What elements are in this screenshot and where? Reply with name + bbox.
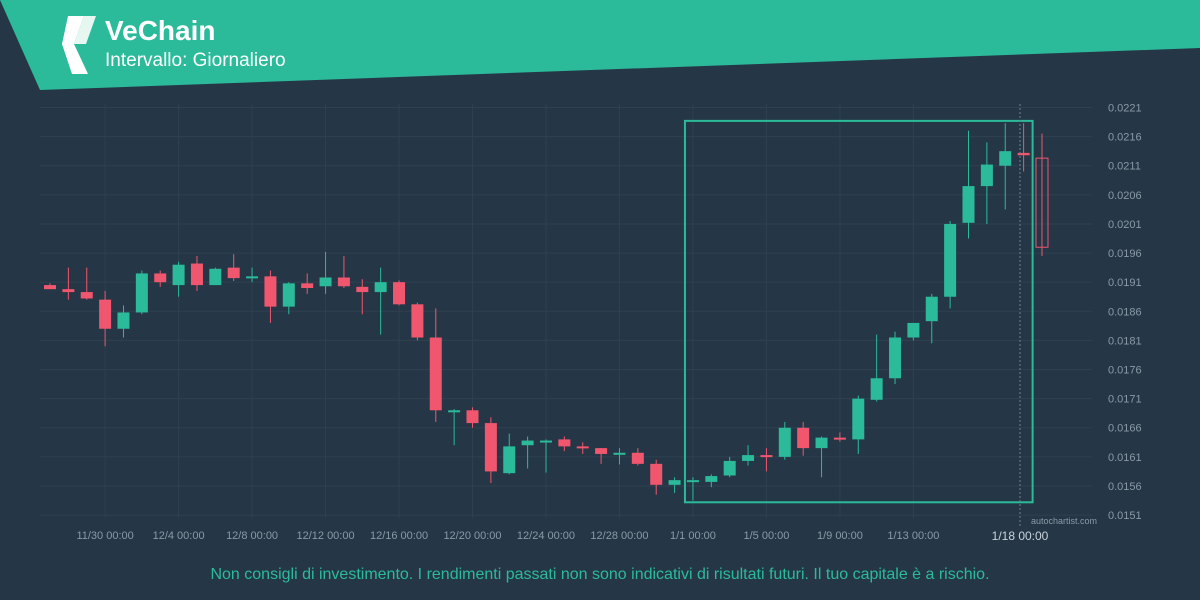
y-tick-label: 0.0161 <box>1108 452 1142 464</box>
x-tick-label: 12/4 00:00 <box>153 530 205 542</box>
candle-body <box>135 273 148 313</box>
y-tick-label: 0.0191 <box>1108 277 1142 289</box>
candle-body <box>337 277 350 287</box>
candle-body <box>595 448 608 454</box>
y-tick-label: 0.0151 <box>1108 510 1142 522</box>
candle-body <box>154 273 167 283</box>
candle-body <box>356 286 369 293</box>
overlay-layer <box>683 104 1034 526</box>
candle-body <box>907 322 920 338</box>
candle-body <box>833 437 846 440</box>
x-tick-label: 1/9 00:00 <box>817 530 863 542</box>
x-tick-label: 1/5 00:00 <box>743 530 789 542</box>
pattern-box <box>683 119 1034 504</box>
candle-body <box>44 285 56 290</box>
candle-body <box>393 282 406 305</box>
candle-body <box>668 480 681 485</box>
candle-body <box>1035 157 1049 248</box>
y-tick-label: 0.0206 <box>1108 190 1142 202</box>
candle-body <box>870 378 883 400</box>
candle-body <box>980 164 993 187</box>
page-title: VeChain <box>105 15 216 46</box>
candle-body <box>411 304 424 338</box>
candle-body <box>448 410 461 413</box>
y-tick-label: 0.0176 <box>1108 365 1142 377</box>
y-tick-label: 0.0186 <box>1108 306 1142 318</box>
interval-subtitle: Intervallo: Giornaliero <box>105 50 286 71</box>
candle-body <box>99 299 112 329</box>
candle-body <box>705 476 718 482</box>
candle-body <box>999 151 1012 166</box>
x-tick-label: 12/20 00:00 <box>443 530 501 542</box>
candle-body <box>650 463 663 485</box>
y-tick-label: 0.0216 <box>1108 132 1142 144</box>
candle-layer <box>44 123 1049 501</box>
candle-body <box>742 455 755 461</box>
vechain-logo-icon <box>62 16 96 74</box>
candle-body <box>925 296 938 322</box>
candle-body <box>558 439 571 447</box>
header-banner <box>0 0 1200 90</box>
x-tick-label: 12/8 00:00 <box>226 530 278 542</box>
candle-body <box>117 312 130 329</box>
candle-body <box>852 398 865 440</box>
candle-body <box>209 268 222 286</box>
candle-body <box>319 277 332 287</box>
x-tick-label: 12/12 00:00 <box>296 530 354 542</box>
axis-labels: 0.0221 0.0216 0.0211 0.0206 0.0201 0.0196 0.01… <box>76 102 1141 543</box>
candle-body <box>760 455 773 458</box>
candle-body <box>503 446 516 474</box>
x-tick-label: 11/30 00:00 <box>76 530 133 542</box>
candle-body <box>613 452 626 455</box>
candle-body <box>246 276 259 279</box>
candle-body <box>797 427 810 449</box>
candle-body <box>227 267 240 279</box>
x-tick-label: 12/28 00:00 <box>590 530 648 542</box>
y-tick-label: 0.0211 <box>1108 161 1141 173</box>
y-tick-label: 0.0201 <box>1108 219 1142 231</box>
x-tick-label: 12/16 00:00 <box>370 530 428 542</box>
y-tick-label: 0.0171 <box>1108 394 1142 406</box>
candle-body <box>429 337 442 411</box>
candle-body <box>466 410 479 424</box>
candle-body <box>282 283 295 307</box>
current-time-label: 1/18 00:00 <box>992 529 1049 543</box>
candle-body <box>962 186 975 223</box>
candle-body <box>264 276 277 307</box>
y-tick-label: 0.0156 <box>1108 481 1142 493</box>
candle-body <box>889 337 902 379</box>
x-tick-label: 1/13 00:00 <box>887 530 939 542</box>
candle-body <box>521 440 534 446</box>
watermark: autochartist.com <box>1031 516 1097 526</box>
candle-body <box>539 440 552 443</box>
candle-body <box>1017 152 1030 156</box>
candle-body <box>374 282 387 293</box>
y-tick-label: 0.0221 <box>1108 102 1142 114</box>
y-tick-label: 0.0181 <box>1108 335 1142 347</box>
candle-body <box>576 446 589 449</box>
candle-body <box>815 437 828 449</box>
candle-body <box>631 452 644 464</box>
candle-body <box>778 427 791 457</box>
y-tick-label: 0.0196 <box>1108 248 1142 260</box>
candle-body <box>484 423 497 472</box>
risk-disclaimer: Non consigli di investimento. I rendimen… <box>210 566 990 583</box>
candle-body <box>62 289 75 293</box>
candle-body <box>80 292 93 299</box>
candle-body <box>172 264 185 286</box>
candle-body <box>686 480 699 483</box>
x-tick-label: 1/1 00:00 <box>670 530 716 542</box>
x-tick-label: 12/24 00:00 <box>517 530 575 542</box>
candle-body <box>723 460 736 476</box>
candle-body <box>301 283 314 288</box>
candle-body <box>190 263 203 286</box>
candle-body <box>944 223 957 297</box>
y-tick-label: 0.0166 <box>1108 423 1142 435</box>
